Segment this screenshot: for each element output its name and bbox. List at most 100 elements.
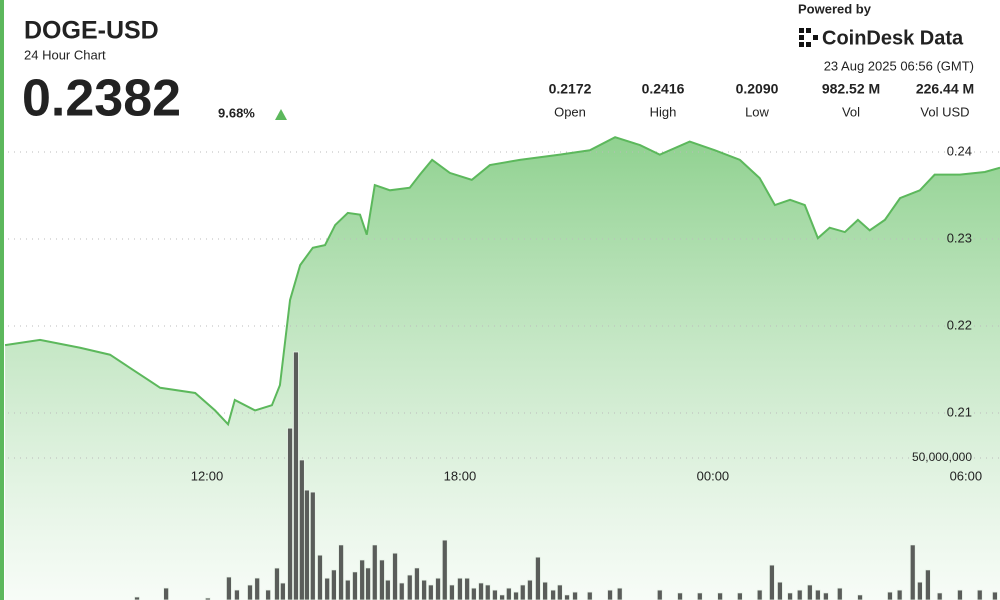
volume-bar [519,584,526,600]
stat-label: High [650,104,677,119]
price-area [5,137,1000,600]
volume-bar [484,584,491,600]
volume-bar [392,552,398,600]
y-tick-label: 0.21 [947,404,972,419]
volume-bar [887,591,893,600]
volume-bar [427,584,434,600]
volume-bar [777,581,783,600]
volume-bar [330,569,337,600]
volume-bar [542,581,549,600]
volume-bar [324,577,331,600]
volume-bar [134,596,140,600]
y-tick-label: 0.22 [947,317,972,332]
volume-bar [317,554,323,600]
logo-icon [799,28,818,47]
volume-bar [499,594,506,600]
volume-bar [384,579,391,600]
volume-bar [414,567,420,600]
plot: 0.21 0.22 0.23 0.24 50,000,000 12:00 18:00 00:0… [4,136,1000,600]
volume-bar [279,582,286,600]
volume-bar [293,351,299,600]
stat-value: 0.2416 [642,81,685,97]
volume-bar [976,589,983,600]
last-price: 0.2382 [22,70,181,128]
volume-bar [505,587,512,600]
volume-bar [359,559,366,600]
volume-bar [806,584,813,600]
stat-value: 0.2090 [736,81,779,97]
volume-bar [371,544,378,600]
volume-bar [677,592,683,600]
volume-bar [957,589,963,600]
volume-bar [352,571,358,600]
stat-value: 982.52 M [822,81,880,97]
volume-bar [616,587,623,600]
volume-bar [421,579,428,600]
volume-bar [992,591,998,600]
subtitle: 24 Hour Chart [24,47,106,62]
price-change: 9.68% [218,105,255,120]
stat-value: 226.44 M [916,81,974,97]
x-tick-label: 12:00 [191,468,224,483]
volume-bar [607,589,613,600]
volume-bar [470,587,477,600]
volume-bar [398,582,405,600]
volume-bar [338,544,344,600]
volume-bar [836,587,843,600]
volume-bar [254,577,261,600]
stats: 0.2172 Open 0.2416 High 0.2090 Low 982.52 M Vol… [549,81,975,120]
volume-bar [736,592,743,600]
stat-value: 0.2172 [549,81,592,97]
volume-bar [756,589,763,600]
price-line [4,136,1000,427]
y2-tick-label: 50,000,000 [912,450,972,464]
symbol-title: DOGE-USD [24,17,159,45]
x-tick-label: 00:00 [697,468,730,483]
volume-bar [365,567,371,600]
volume-bar [896,589,903,600]
stat-label: Low [745,104,769,119]
volume-bar [527,579,533,600]
x-tick-label: 06:00 [950,468,983,483]
volume-bar [163,587,170,600]
volume-bar [464,577,471,600]
volume-bar [656,589,663,600]
volume-bar [769,564,775,600]
volume-bar [298,459,305,600]
source-logo: CoinDesk Data [822,27,964,49]
timestamp: 23 Aug 2025 06:56 (GMT) [824,58,974,73]
volume-bar [822,592,829,600]
volume-bar [287,427,293,600]
volume-bar [572,591,578,600]
volume-bar [265,589,272,600]
volume-bar [513,591,519,600]
volume-bar [717,592,723,600]
volume-bar [457,577,463,600]
volume-bar [916,581,923,600]
volume-bar [814,589,821,600]
up-arrow [275,109,287,120]
volume-bar [925,569,931,600]
volume-bar [478,582,484,600]
volume-bar [936,592,943,600]
accent-bar [0,0,4,600]
volume-bar [535,556,541,600]
volume-bar [344,579,351,600]
volume-bar [226,576,232,600]
volume-bar [564,594,570,600]
volume-bar [441,539,448,600]
x-tick-label: 18:00 [444,468,477,483]
y-tick-label: 0.24 [947,143,972,158]
volume-bar [556,584,563,600]
volume-bar [492,589,498,600]
volume-bar [247,584,253,600]
y-tick-label: 0.23 [947,230,972,245]
stat-label: Vol [842,104,860,119]
volume-bar [379,559,385,600]
volume-bar [304,489,310,600]
volume-bar [449,584,455,600]
stat-label: Vol USD [920,104,969,119]
volume-bar [787,592,793,600]
volume-bar [550,589,557,600]
